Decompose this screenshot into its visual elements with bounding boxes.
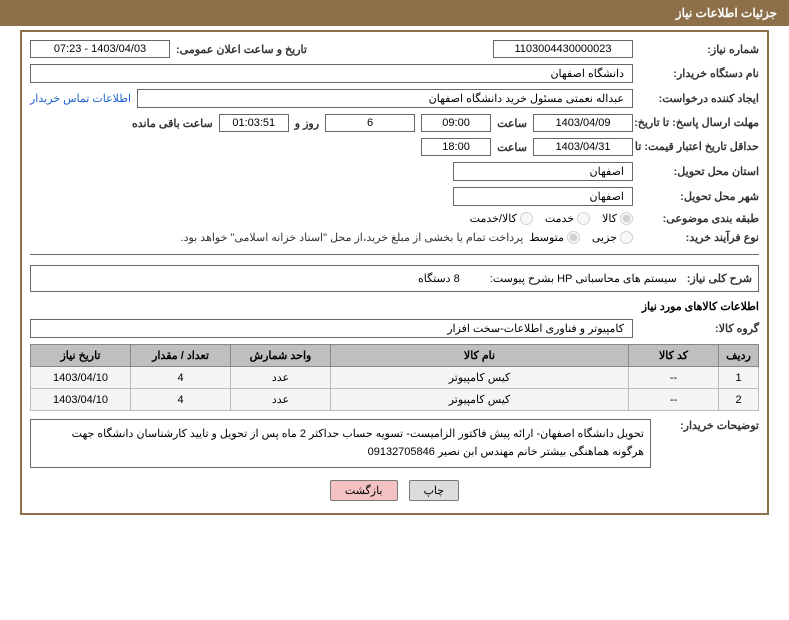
province-field: اصفهان [453,162,633,181]
th-date: تاریخ نیاز [31,345,131,367]
cell-code: -- [629,367,719,389]
payment-note: پرداخت تمام یا بخشی از مبلغ خرید،از محل … [181,231,524,244]
form-container: شماره نیاز: 1103004430000023 تاریخ و ساع… [20,30,769,515]
cell-code: -- [629,389,719,411]
radio-medium-label: متوسط [529,231,564,244]
contact-link[interactable]: اطلاعات تماس خریدار [30,92,131,105]
th-name: نام کالا [331,345,629,367]
radio-goods-label: کالا [602,212,617,225]
cell-date: 1403/04/10 [31,367,131,389]
announce-field: 1403/04/03 - 07:23 [30,40,170,58]
buyer-note-box: تحویل دانشگاه اصفهان- ارائه پیش فاکتور ا… [30,419,651,468]
table-row: 2 -- کیس کامپیوتر عدد 4 1403/04/10 [31,389,759,411]
deadline-date-field: 1403/04/09 [533,114,633,132]
buyer-org-label: نام دستگاه خریدار: [639,67,759,80]
cell-name: کیس کامپیوتر [331,389,629,411]
page-title: جزئیات اطلاعات نیاز [0,0,789,26]
cell-unit: عدد [231,367,331,389]
cell-name: کیس کامپیوتر [331,367,629,389]
validity-time-field: 18:00 [421,138,491,156]
back-button[interactable]: بازگشت [330,480,398,501]
radio-minor[interactable]: جزیی [592,231,633,244]
city-label: شهر محل تحویل: [639,190,759,203]
requester-label: ایجاد کننده درخواست: [639,92,759,105]
radio-both[interactable]: کالا/خدمت [470,212,533,225]
remaining-label: ساعت باقی مانده [132,117,213,130]
announce-label: تاریخ و ساعت اعلان عمومی: [176,43,307,56]
need-no-field: 1103004430000023 [493,40,633,58]
validity-time-label: ساعت [497,141,527,154]
th-row: ردیف [719,345,759,367]
separator [30,254,759,255]
th-code: کد کالا [629,345,719,367]
need-no-label: شماره نیاز: [639,43,759,56]
radio-service-label: خدمت [545,212,574,225]
th-unit: واحد شمارش [231,345,331,367]
radio-both-label: کالا/خدمت [470,212,517,225]
deadline-time-field: 09:00 [421,114,491,132]
goods-table: ردیف کد کالا نام کالا واحد شمارش تعداد /… [30,344,759,411]
radio-goods[interactable]: کالا [602,212,633,225]
deadline-time-label: ساعت [497,117,527,130]
buyer-note-label: توضیحات خریدار: [659,419,759,432]
days-field: 6 [325,114,415,132]
description-box: شرح کلی نیاز: سیستم های محاسباتی HP بشرح… [30,265,759,292]
goods-section-title: اطلاعات کالاهای مورد نیاز [30,300,759,313]
validity-date-field: 1403/04/31 [533,138,633,156]
cell-unit: عدد [231,389,331,411]
cell-row: 2 [719,389,759,411]
table-row: 1 -- کیس کامپیوتر عدد 4 1403/04/10 [31,367,759,389]
category-label: طبقه بندی موضوعی: [639,212,759,225]
th-qty: تعداد / مقدار [131,345,231,367]
cell-qty: 4 [131,389,231,411]
print-button[interactable]: چاپ [409,480,460,501]
desc-qty: 8 دستگاه [418,272,460,285]
cell-row: 1 [719,367,759,389]
group-label: گروه کالا: [639,322,759,335]
province-label: استان محل تحویل: [639,165,759,178]
buyer-org-field: دانشگاه اصفهان [30,64,633,83]
validity-label: حداقل تاریخ اعتبار قیمت: تا تاریخ: [639,140,759,154]
city-field: اصفهان [453,187,633,206]
radio-service[interactable]: خدمت [545,212,590,225]
days-and-label: روز و [295,117,319,130]
hms-field: 01:03:51 [219,114,289,132]
requester-field: عبداله نعمتی مسئول خرید دانشگاه اصفهان [137,89,633,108]
process-label: نوع فرآیند خرید: [639,231,759,244]
radio-minor-label: جزیی [592,231,617,244]
group-field: کامپیوتر و فناوری اطلاعات-سخت افزار [30,319,633,338]
radio-medium[interactable]: متوسط [529,231,580,244]
cell-date: 1403/04/10 [31,389,131,411]
cell-qty: 4 [131,367,231,389]
desc-label: شرح کلی نیاز: [687,272,752,285]
desc-text: سیستم های محاسباتی HP بشرح پیوست: [490,272,677,285]
deadline-label: مهلت ارسال پاسخ: تا تاریخ: [639,116,759,130]
